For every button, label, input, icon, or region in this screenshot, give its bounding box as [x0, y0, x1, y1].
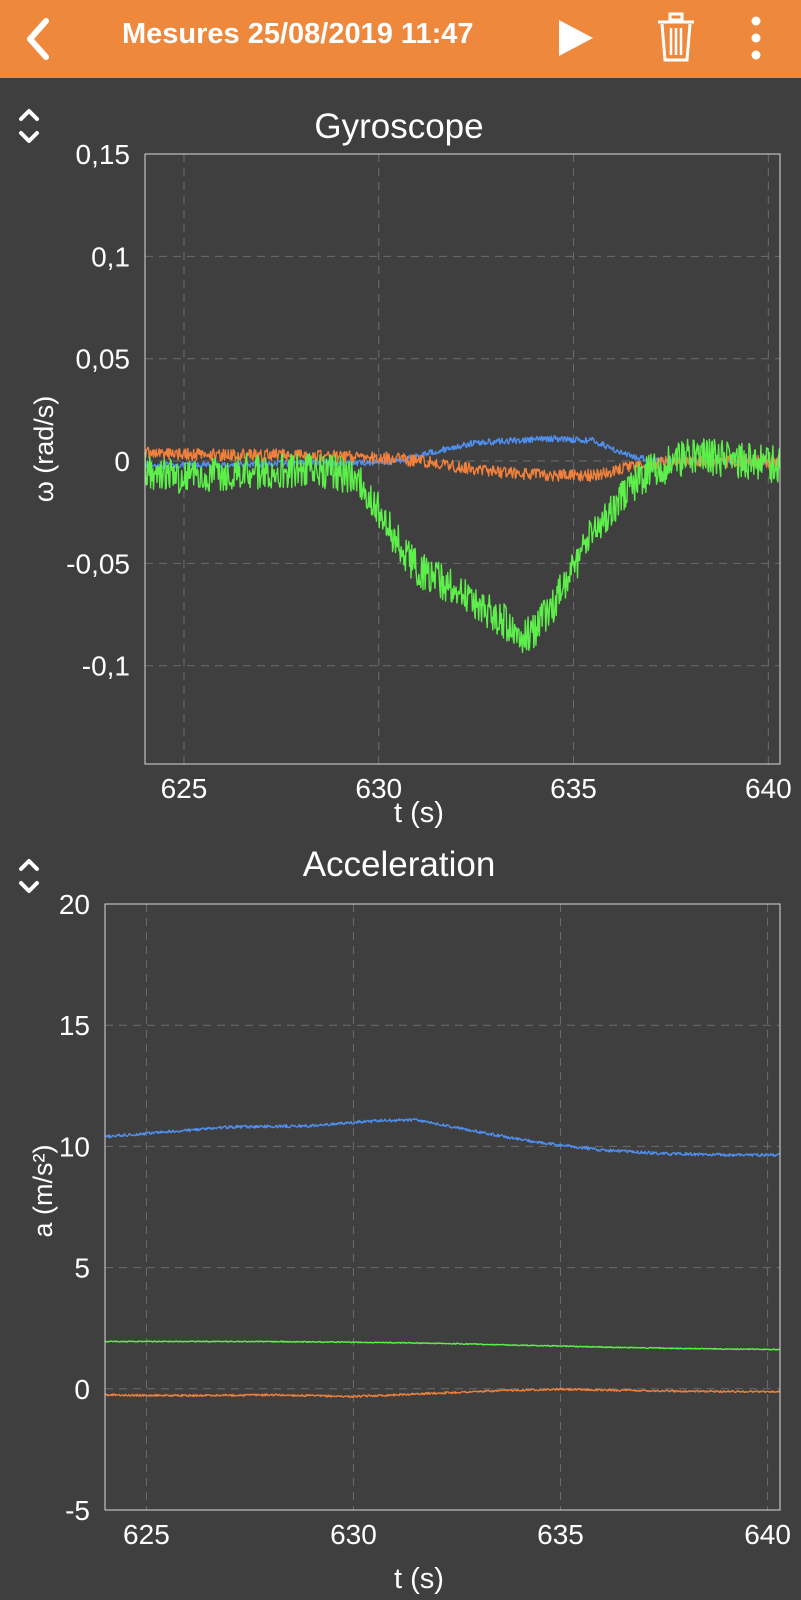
app-header: Mesures 25/08/2019 11:47: [0, 0, 801, 78]
expand-collapse-icon: [19, 109, 39, 143]
y-tick-label: 10: [59, 1131, 90, 1162]
y-tick-label: 0,05: [76, 344, 131, 375]
more-menu-button[interactable]: [746, 16, 766, 60]
play-icon: [559, 20, 593, 56]
play-button[interactable]: [556, 18, 596, 58]
y-tick-label: 0: [74, 1374, 90, 1405]
chart-title: Gyroscope: [314, 107, 483, 146]
y-tick-label: 0,1: [91, 241, 130, 272]
acceleration-expand-toggle[interactable]: [16, 854, 42, 898]
page-title: Mesures 25/08/2019 11:47: [122, 18, 474, 50]
plot-frame: [104, 903, 781, 1511]
x-tick-label: 635: [550, 773, 597, 804]
x-tick-label: 625: [161, 773, 208, 804]
acceleration-chart[interactable]: Acceleration t (s) a (m/s²) 625 630 635 640…: [0, 834, 801, 1595]
x-tick-label: 625: [123, 1519, 170, 1550]
back-button[interactable]: [18, 16, 58, 62]
gyroscope-chart[interactable]: Gyroscope t (s) ω (rad/s) 625 630 635 640 0,…: [0, 84, 801, 844]
series-line-x: [104, 1118, 781, 1157]
y-tick-label: 15: [59, 1010, 90, 1041]
chevron-left-icon: [27, 18, 49, 60]
x-tick-label: 630: [355, 773, 402, 804]
x-tick-label: 640: [744, 1519, 791, 1550]
y-tick-label: 20: [59, 889, 90, 920]
y-tick-label: -0,05: [66, 548, 130, 579]
more-vertical-icon: [751, 16, 761, 60]
plot-frame: [144, 153, 781, 765]
trash-icon: [658, 12, 694, 62]
series-line-y: [104, 1340, 781, 1351]
series-line-z: [104, 1387, 781, 1399]
x-axis-label: t (s): [394, 1563, 444, 1595]
expand-collapse-icon: [19, 859, 39, 893]
y-tick-label: 5: [74, 1253, 90, 1284]
y-tick-label: 0: [114, 446, 130, 477]
x-tick-label: 635: [537, 1519, 584, 1550]
y-tick-label: 0,15: [76, 139, 131, 170]
y-tick-label: -5: [65, 1495, 90, 1526]
y-axis-label: a (m/s²): [28, 1145, 58, 1238]
y-tick-label: -0,1: [82, 651, 130, 682]
y-axis-label: ω (rad/s): [29, 396, 59, 503]
x-axis-label: t (s): [394, 797, 444, 829]
x-tick-label: 630: [330, 1519, 377, 1550]
delete-button[interactable]: [656, 12, 696, 64]
series-line-z: [144, 438, 781, 654]
x-tick-label: 640: [745, 773, 792, 804]
chart-title: Acceleration: [303, 845, 496, 884]
gyroscope-expand-toggle[interactable]: [16, 104, 42, 148]
